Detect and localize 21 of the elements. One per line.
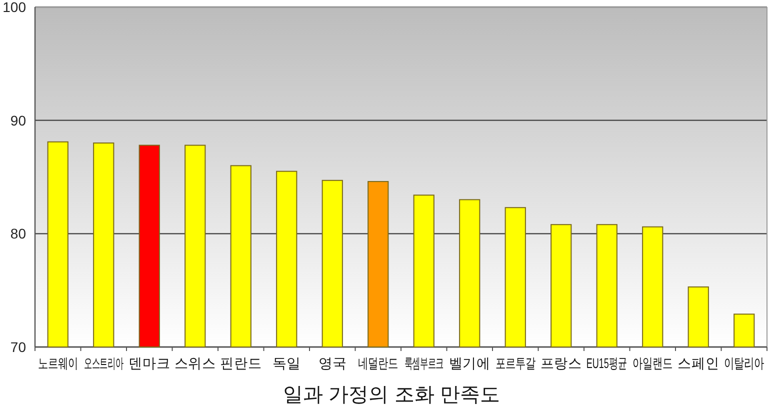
x-tick-label: 영국: [318, 355, 346, 371]
x-tick-label: 아일랜드: [632, 355, 673, 372]
x-tick-label: 이탈리아: [724, 355, 764, 372]
x-tick-label: 벨기에: [448, 356, 490, 372]
x-tick-label: 노르웨이: [38, 355, 78, 372]
x-tick-label: 오스트리아: [84, 357, 124, 372]
x-axis-title: 일과 가정의 조화 만족도: [283, 384, 500, 406]
x-tick-label: 스페인: [678, 356, 720, 372]
x-tick-label: 핀란드: [220, 356, 262, 372]
y-tick-label: 70: [10, 339, 26, 355]
x-tick-label: 포르투갈: [495, 355, 536, 372]
y-tick-label: 80: [10, 226, 26, 242]
x-tick-label: 프랑스: [540, 356, 582, 372]
x-tick-label: 독일: [272, 355, 301, 371]
x-tick-label: 덴마크: [128, 356, 170, 372]
x-tick-label: 스위스: [174, 356, 216, 372]
x-tick-label: EU15평균: [586, 356, 628, 372]
y-tick-label: 90: [10, 112, 26, 128]
x-tick-label: 네덜란드: [358, 355, 398, 372]
x-tick-label: 룩셈부르크: [404, 357, 444, 372]
y-tick-label: 100: [2, 0, 26, 15]
